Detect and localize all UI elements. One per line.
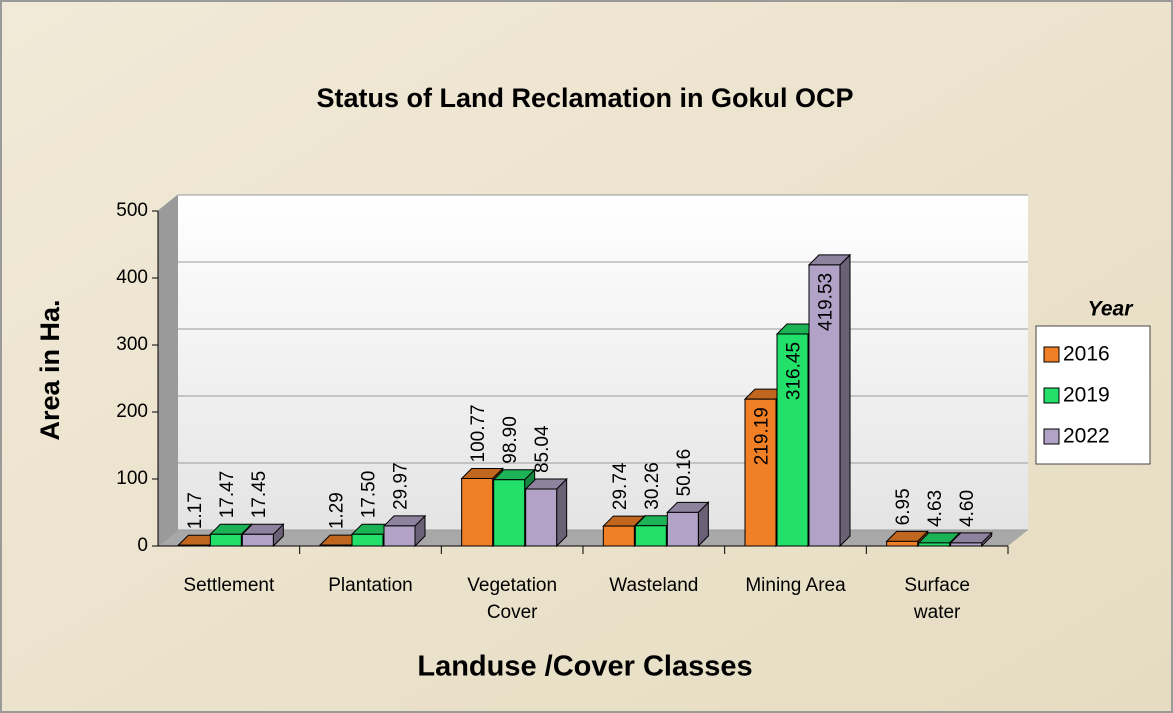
- x-tick-label-line: Vegetation: [467, 575, 557, 596]
- y-tick-label: 0: [137, 535, 148, 556]
- data-label: 4.63: [925, 490, 946, 527]
- data-label: 17.47: [217, 471, 238, 519]
- data-label: 98.90: [500, 416, 521, 464]
- side-wall: [158, 195, 178, 546]
- bar: [666, 511, 699, 547]
- data-label: 29.74: [610, 462, 631, 510]
- grid-line: [157, 328, 1028, 346]
- data-label: 316.45: [784, 342, 805, 400]
- data-label: 17.45: [249, 471, 270, 519]
- legend-swatch: [1043, 346, 1060, 363]
- bar: [634, 525, 667, 547]
- bar: [776, 333, 809, 547]
- data-label: 85.04: [532, 425, 553, 473]
- x-tick-label: Plantation: [328, 575, 413, 596]
- x-tick-label: Surface water: [904, 575, 969, 623]
- bar: [950, 542, 983, 547]
- y-tick-label: 500: [116, 200, 148, 221]
- y-tick-label: 400: [116, 267, 148, 288]
- x-tick-label: Wasteland: [609, 575, 698, 596]
- x-tick-label: Settlement: [183, 575, 275, 596]
- data-label: 1.17: [185, 492, 206, 529]
- data-label: 50.16: [674, 449, 695, 497]
- bar: [525, 488, 558, 547]
- x-tick-label: Vegetation Cover: [467, 575, 557, 623]
- legend-label: 2022: [1063, 425, 1110, 448]
- back-wall: [178, 195, 1028, 530]
- data-label: 1.29: [327, 492, 348, 529]
- bar: [602, 525, 635, 547]
- bar: [808, 264, 841, 547]
- data-label: 100.77: [468, 404, 489, 462]
- x-tick-label-line: Surface: [904, 575, 969, 596]
- bar: [241, 533, 274, 547]
- legend-swatch: [1043, 387, 1060, 404]
- data-label: 219.19: [752, 407, 773, 465]
- x-tick-label-line: water: [913, 602, 961, 623]
- legend-label: 2016: [1063, 343, 1110, 366]
- y-axis-label: Area in Ha.: [35, 299, 65, 440]
- bar: [461, 477, 494, 547]
- grid-line: [157, 194, 1028, 212]
- bar: [886, 540, 919, 547]
- bar-side: [839, 253, 851, 548]
- data-label: 4.60: [957, 490, 978, 527]
- data-label: 6.95: [893, 488, 914, 525]
- x-axis-label: Landuse /Cover Classes: [417, 651, 752, 683]
- data-label: 17.50: [359, 471, 380, 519]
- legend-swatch: [1043, 428, 1060, 445]
- data-label: 29.97: [391, 462, 412, 510]
- data-label: 419.53: [816, 273, 837, 331]
- legend-title: Year: [1088, 298, 1135, 321]
- bar: [918, 542, 951, 547]
- grid-line: [157, 261, 1028, 279]
- y-tick-label: 300: [116, 334, 148, 355]
- data-label: 30.26: [642, 462, 663, 510]
- x-tick-label: Mining Area: [745, 575, 846, 596]
- bar: [383, 525, 416, 547]
- grid-line: [157, 395, 1028, 413]
- bar: [177, 544, 210, 547]
- bar-side: [556, 477, 568, 548]
- y-tick-label: 200: [116, 401, 148, 422]
- x-tick-label-line: Cover: [487, 602, 538, 623]
- bar: [319, 544, 352, 547]
- bar: [744, 398, 777, 547]
- y-tick-label: 100: [116, 468, 148, 489]
- chart-title: Status of Land Reclamation in Gokul OCP: [316, 83, 853, 113]
- bar: [493, 479, 526, 547]
- bar: [351, 533, 384, 547]
- legend-label: 2019: [1063, 384, 1110, 407]
- bar: [209, 533, 242, 547]
